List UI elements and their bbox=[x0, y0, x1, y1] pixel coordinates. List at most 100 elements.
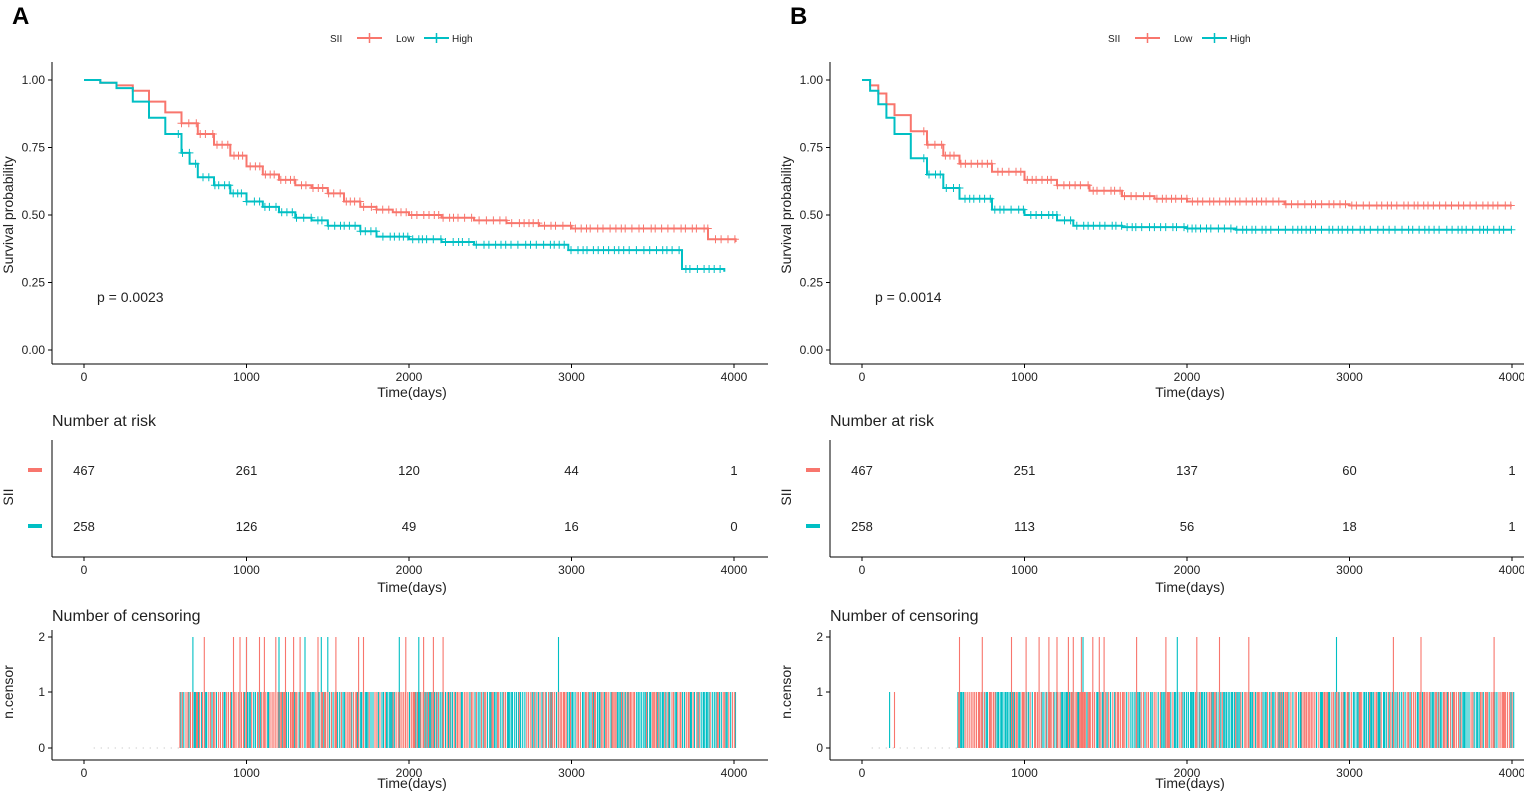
censor-y-axis-label: n.censor bbox=[0, 665, 16, 719]
y-tick-label: 0.75 bbox=[800, 141, 824, 155]
risk-x-tick-label: 1000 bbox=[233, 563, 260, 577]
panel-label: A bbox=[12, 3, 29, 30]
risk-high-count: 56 bbox=[1180, 519, 1194, 534]
censor-y-tick-label: 2 bbox=[816, 630, 823, 644]
risk-x-axis-label: Time(days) bbox=[377, 579, 447, 595]
survival-plot: 0.00 0.25 0.50 0.75 1.00 0 1000 2000 3000 4000 Tim… bbox=[0, 62, 768, 400]
risk-high-count: 18 bbox=[1342, 519, 1356, 534]
risk-low-key bbox=[806, 468, 820, 472]
risk-low-count: 137 bbox=[1176, 463, 1198, 478]
x-axis-label: Time(days) bbox=[377, 384, 447, 400]
km-curve-high bbox=[84, 79, 726, 272]
censoring-title: Number of censoring bbox=[52, 608, 201, 625]
legend-low-icon bbox=[364, 33, 375, 43]
legend-low-icon bbox=[1142, 33, 1153, 43]
censor-x-tick-label: 3000 bbox=[558, 766, 585, 780]
censor-marks-low bbox=[919, 127, 1515, 210]
censor-marks-low bbox=[177, 119, 739, 244]
censor-x-axis-label: Time(days) bbox=[377, 775, 447, 791]
x-axis-label: Time(days) bbox=[1155, 384, 1225, 400]
risk-low-count: 467 bbox=[73, 463, 95, 478]
x-tick-label: 0 bbox=[81, 370, 88, 384]
risk-low-key bbox=[28, 468, 42, 472]
risk-high-count: 16 bbox=[564, 519, 578, 534]
y-tick-label: 0.75 bbox=[22, 141, 46, 155]
censor-x-tick-label: 1000 bbox=[1011, 766, 1038, 780]
km-curve-low bbox=[84, 79, 737, 242]
x-tick-label: 4000 bbox=[721, 370, 748, 384]
legend: SII Low High bbox=[1108, 33, 1251, 45]
legend-low-label: Low bbox=[1174, 34, 1193, 45]
y-tick-label: 0.50 bbox=[800, 208, 824, 222]
censor-bars-low bbox=[179, 637, 736, 748]
p-value: p = 0.0023 bbox=[97, 289, 164, 305]
risk-table: Number at risk SII 0 467 258 1000 261 126 2000 12… bbox=[0, 413, 768, 595]
risk-high-count: 49 bbox=[402, 519, 416, 534]
censor-x-tick-label: 0 bbox=[859, 766, 866, 780]
y-tick-label: 0.50 bbox=[22, 208, 46, 222]
censor-y-tick-label: 0 bbox=[816, 741, 823, 755]
risk-high-count: 0 bbox=[730, 519, 737, 534]
risk-high-count: 258 bbox=[73, 519, 95, 534]
risk-x-tick-label: 4000 bbox=[1499, 563, 1524, 577]
censoring-plot: Number of censoring 0 1 2 0 1000 2000 3000 4000 T… bbox=[0, 608, 768, 791]
y-tick-label: 0.00 bbox=[800, 343, 824, 357]
x-tick-label: 2000 bbox=[396, 370, 423, 384]
x-tick-label: 3000 bbox=[1336, 370, 1363, 384]
censor-x-tick-label: 4000 bbox=[721, 766, 748, 780]
panel-label: B bbox=[790, 3, 807, 30]
censor-x-tick-label: 3000 bbox=[1336, 766, 1363, 780]
risk-low-count: 467 bbox=[851, 463, 873, 478]
y-axis-label: Survival probability bbox=[778, 156, 794, 274]
censor-x-tick-label: 0 bbox=[81, 766, 88, 780]
risk-low-count: 120 bbox=[398, 463, 420, 478]
risk-y-axis-label: SII bbox=[0, 488, 16, 505]
y-tick-label: 0.25 bbox=[800, 276, 824, 290]
censor-bars-high bbox=[180, 637, 737, 748]
risk-x-tick-label: 0 bbox=[859, 563, 866, 577]
risk-low-count: 251 bbox=[1014, 463, 1036, 478]
risk-x-tick-label: 2000 bbox=[396, 563, 423, 577]
x-tick-label: 0 bbox=[859, 370, 866, 384]
risk-high-count: 258 bbox=[851, 519, 873, 534]
x-tick-label: 1000 bbox=[233, 370, 260, 384]
y-tick-label: 1.00 bbox=[22, 73, 46, 87]
survival-plot: 0.00 0.25 0.50 0.75 1.00 0 1000 2000 3000 4000 Tim… bbox=[778, 62, 1524, 400]
risk-high-key bbox=[28, 524, 42, 528]
risk-table-title: Number at risk bbox=[830, 413, 935, 430]
risk-x-tick-label: 2000 bbox=[1174, 563, 1201, 577]
p-value: p = 0.0014 bbox=[875, 289, 942, 305]
censor-bars-low bbox=[893, 637, 1513, 748]
risk-x-tick-label: 3000 bbox=[1336, 563, 1363, 577]
risk-table-title: Number at risk bbox=[52, 413, 157, 430]
censor-marks-high bbox=[174, 130, 725, 273]
censor-marks-high bbox=[919, 154, 1516, 234]
y-tick-label: 1.00 bbox=[800, 73, 824, 87]
x-tick-label: 4000 bbox=[1499, 370, 1524, 384]
risk-high-key bbox=[806, 524, 820, 528]
legend-title: SII bbox=[330, 34, 342, 45]
censor-x-tick-label: 4000 bbox=[1499, 766, 1524, 780]
censor-x-tick-label: 1000 bbox=[233, 766, 260, 780]
risk-x-tick-label: 0 bbox=[81, 563, 88, 577]
x-tick-label: 1000 bbox=[1011, 370, 1038, 384]
risk-low-count: 60 bbox=[1342, 463, 1356, 478]
y-tick-label: 0.25 bbox=[22, 276, 46, 290]
risk-x-tick-label: 3000 bbox=[558, 563, 585, 577]
censor-bars-high bbox=[889, 637, 1515, 748]
risk-x-tick-label: 1000 bbox=[1011, 563, 1038, 577]
legend-high-label: High bbox=[452, 34, 473, 45]
risk-table: Number at riskSII04672581000251113200013… bbox=[778, 413, 1524, 595]
risk-low-count: 44 bbox=[564, 463, 578, 478]
x-tick-label: 3000 bbox=[558, 370, 585, 384]
risk-low-count: 1 bbox=[730, 463, 737, 478]
legend-high-icon bbox=[1209, 33, 1220, 43]
censor-y-tick-label: 1 bbox=[816, 685, 823, 699]
y-tick-label: 0.00 bbox=[22, 343, 46, 357]
legend-high-icon bbox=[431, 33, 442, 43]
risk-x-axis-label: Time(days) bbox=[1155, 579, 1225, 595]
censor-x-axis-label: Time(days) bbox=[1155, 775, 1225, 791]
risk-low-count: 1 bbox=[1508, 463, 1515, 478]
